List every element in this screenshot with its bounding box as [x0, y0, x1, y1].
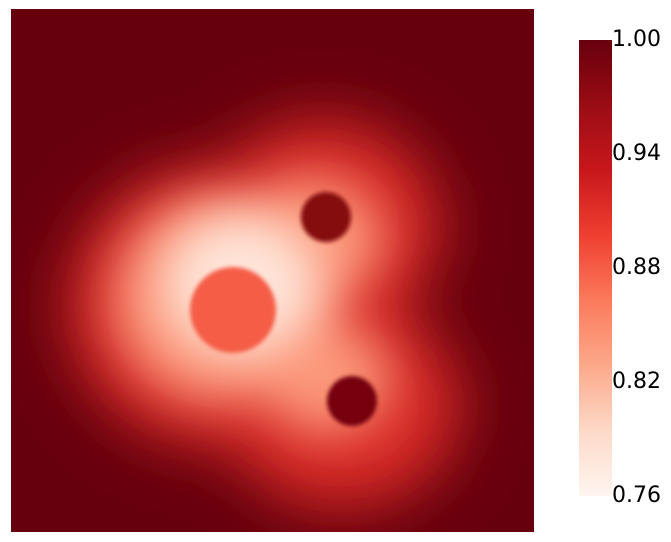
colorbar-gradient: [579, 40, 612, 496]
colorbar-tick-label: 0.76: [612, 483, 661, 508]
colorbar-tick-label: 0.82: [612, 369, 661, 394]
upper-small-inclusion: [301, 192, 351, 242]
colorbar-tick-label: 1.00: [612, 27, 661, 52]
heatmap-field: [11, 9, 534, 532]
large-inclusion: [190, 267, 276, 353]
colorbar-tick-label: 0.88: [612, 255, 661, 280]
colorbar: [579, 40, 612, 496]
colorbar-tick-label: 0.94: [612, 141, 661, 166]
lower-small-inclusion: [327, 376, 377, 426]
